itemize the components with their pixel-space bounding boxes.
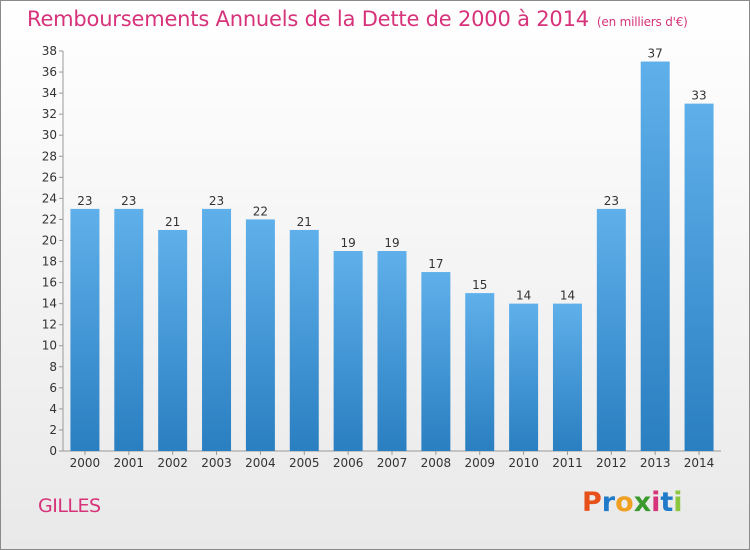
- logo-letter: o: [615, 487, 634, 518]
- chart-title: Remboursements Annuels de la Dette de 20…: [27, 7, 688, 31]
- bar-2009: [465, 293, 495, 451]
- commune-name: GILLES: [38, 495, 101, 517]
- y-tick-label: 32: [42, 107, 57, 121]
- y-tick-label: 24: [42, 191, 57, 205]
- y-tick-label: 20: [42, 233, 57, 247]
- bar-2003: [202, 208, 232, 451]
- data-label-2012: 23: [604, 194, 619, 208]
- y-tick-label: 26: [42, 170, 57, 184]
- y-tick-label: 12: [42, 318, 57, 332]
- data-label-2005: 21: [297, 215, 312, 229]
- data-label-2000: 23: [77, 194, 92, 208]
- bar-2004: [245, 219, 275, 451]
- data-label-2010: 14: [516, 289, 531, 303]
- bar-2007: [377, 251, 407, 451]
- x-tick-label: 2005: [289, 456, 320, 470]
- logo-letter: t: [660, 487, 674, 518]
- bar-2005: [289, 229, 319, 451]
- title-text: Remboursements Annuels de la Dette de 20…: [27, 7, 589, 31]
- x-tick-label: 2001: [114, 456, 145, 470]
- proxiti-logo: Proxiti: [582, 487, 683, 518]
- x-tick-label: 2004: [245, 456, 276, 470]
- bar-2010: [509, 303, 539, 451]
- logo-letter: P: [582, 487, 602, 518]
- data-label-2003: 23: [209, 194, 224, 208]
- data-label-2002: 21: [165, 215, 180, 229]
- logo-letter: i: [651, 487, 661, 518]
- data-label-2011: 14: [560, 289, 575, 303]
- logo-letter: i: [673, 487, 683, 518]
- x-tick-label: 2009: [464, 456, 495, 470]
- x-tick-label: 2008: [421, 456, 452, 470]
- y-tick-label: 22: [42, 212, 57, 226]
- bars: [70, 61, 714, 452]
- bar-2002: [158, 229, 188, 451]
- y-tick-label: 16: [42, 276, 57, 290]
- data-label-2007: 19: [384, 236, 399, 250]
- data-label-2006: 19: [340, 236, 355, 250]
- x-tick-label: 2013: [640, 456, 671, 470]
- x-tick-label: 2007: [377, 456, 408, 470]
- x-tick-label: 2006: [333, 456, 364, 470]
- data-labels: 23 23 21 23 22 21 19 19 17 15 14 14 23 37 33: [77, 47, 706, 303]
- data-label-2004: 22: [253, 204, 268, 218]
- logo-letter: x: [633, 487, 652, 518]
- y-tick-label: 2: [49, 423, 57, 437]
- y-tick-label: 4: [49, 402, 57, 416]
- bar-2001: [114, 208, 144, 451]
- x-tick-label: 2002: [157, 456, 188, 470]
- x-tick-label: 2011: [552, 456, 583, 470]
- y-tick-label: 14: [42, 297, 57, 311]
- bar-2000: [70, 208, 100, 451]
- y-tick-label: 10: [42, 339, 57, 353]
- data-label-2014: 33: [691, 89, 706, 103]
- x-tick-label: 2010: [508, 456, 539, 470]
- data-label-2001: 23: [121, 194, 136, 208]
- y-tick-label: 28: [42, 149, 57, 163]
- bar-2013: [640, 61, 670, 452]
- y-tick-label: 18: [42, 255, 57, 269]
- y-tick-label: 34: [42, 86, 57, 100]
- data-label-2013: 37: [648, 47, 663, 61]
- y-tick-label: 30: [42, 128, 57, 142]
- x-tick-label: 2014: [684, 456, 715, 470]
- y-tick-label: 8: [49, 360, 57, 374]
- x-tick-label: 2003: [201, 456, 232, 470]
- y-tick-label: 38: [42, 44, 57, 58]
- bar-2014: [684, 103, 714, 451]
- x-tick-label: 2000: [70, 456, 101, 470]
- bar-2011: [552, 303, 582, 451]
- y-tick-label: 6: [49, 381, 57, 395]
- title-unit: (en milliers d'€): [596, 15, 688, 29]
- bar-2008: [421, 272, 451, 451]
- y-tick-label: 0: [49, 444, 57, 458]
- logo-letter: r: [601, 487, 616, 518]
- bar-2012: [596, 208, 626, 451]
- data-label-2009: 15: [472, 278, 487, 292]
- bar-2006: [333, 251, 363, 451]
- x-tick-label: 2012: [596, 456, 627, 470]
- data-label-2008: 17: [428, 257, 443, 271]
- y-tick-label: 36: [42, 65, 57, 79]
